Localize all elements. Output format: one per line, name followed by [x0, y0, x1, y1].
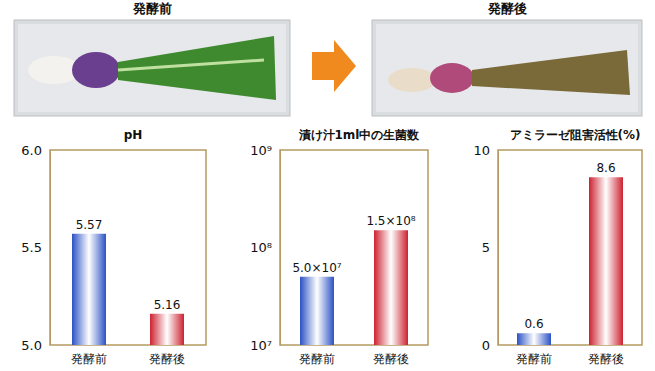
svg-text:発酵前: 発酵前 — [516, 352, 552, 366]
svg-text:5.0: 5.0 — [21, 338, 42, 353]
svg-text:発酵前: 発酵前 — [132, 1, 172, 16]
svg-text:5.5: 5.5 — [21, 240, 42, 255]
svg-text:5: 5 — [482, 240, 490, 255]
svg-text:5.0×10⁷: 5.0×10⁷ — [292, 261, 341, 275]
svg-text:6.0: 6.0 — [21, 143, 42, 158]
svg-text:10⁷: 10⁷ — [250, 338, 272, 353]
svg-text:発酵前: 発酵前 — [71, 352, 107, 366]
svg-text:発酵後: 発酵後 — [149, 352, 185, 366]
svg-text:pH: pH — [124, 128, 143, 142]
svg-text:10⁹: 10⁹ — [250, 143, 272, 158]
svg-text:1.5×10⁸: 1.5×10⁸ — [366, 214, 415, 228]
svg-text:5.57: 5.57 — [76, 218, 103, 232]
svg-text:0.6: 0.6 — [524, 317, 543, 331]
svg-text:10: 10 — [473, 143, 490, 158]
svg-text:8.6: 8.6 — [596, 161, 615, 175]
svg-text:アミラーゼ阻害活性(%): アミラーゼ阻害活性(%) — [510, 128, 641, 142]
svg-text:0: 0 — [482, 338, 490, 353]
svg-text:発酵前: 発酵前 — [299, 352, 335, 366]
svg-text:発酵後: 発酵後 — [487, 1, 527, 16]
svg-text:5.16: 5.16 — [154, 298, 181, 312]
svg-text:漬け汁1ml中の生菌数: 漬け汁1ml中の生菌数 — [298, 128, 421, 142]
svg-text:10⁸: 10⁸ — [250, 240, 272, 255]
svg-text:発酵後: 発酵後 — [373, 352, 409, 366]
svg-text:発酵後: 発酵後 — [588, 352, 624, 366]
